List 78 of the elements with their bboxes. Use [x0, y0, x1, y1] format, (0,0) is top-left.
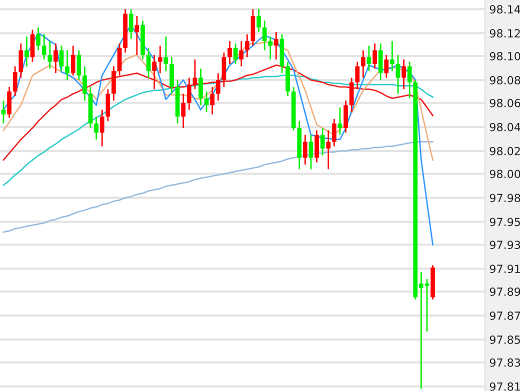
y-tick-label: 97.81 — [490, 382, 520, 391]
candlestick — [344, 100, 348, 134]
y-tick-label: 98.08 — [490, 76, 520, 84]
candlestick — [158, 45, 162, 74]
y-tick-label: 97.91 — [490, 264, 520, 274]
candlestick — [198, 68, 203, 106]
candlestick — [100, 109, 104, 148]
candlestick — [30, 29, 35, 62]
y-tick-label: 98.00 — [490, 170, 520, 178]
y-tick-label: 98.06 — [490, 98, 520, 108]
candlestick — [244, 34, 250, 58]
candlestick — [372, 42, 377, 70]
candlestick — [407, 61, 412, 100]
candlestick — [239, 40, 244, 68]
candlestick — [54, 42, 58, 74]
candlestick — [192, 58, 198, 90]
candlestick — [42, 34, 46, 60]
candlestick — [7, 86, 12, 118]
candlestick — [59, 45, 64, 72]
y-tick-label: 97.87 — [490, 312, 520, 320]
candlestick — [228, 40, 232, 65]
y-tick-label: 97.95 — [490, 218, 520, 226]
candlestick — [82, 66, 87, 102]
candlestick — [314, 130, 319, 164]
candlestick — [349, 77, 354, 113]
candlestick — [152, 54, 156, 90]
candlestick — [256, 8, 261, 33]
candlestick — [12, 66, 18, 97]
candlestick — [402, 58, 406, 90]
candlestick — [24, 36, 29, 68]
candlestick — [186, 77, 192, 110]
candlestick — [222, 52, 226, 88]
candlestick — [76, 50, 82, 81]
candlestick — [1, 100, 6, 124]
candlestick — [262, 20, 267, 51]
candlestick — [210, 86, 215, 116]
candlestick — [268, 36, 273, 60]
y-tick-label: 97.83 — [490, 358, 520, 367]
y-tick-label: 97.93 — [490, 240, 520, 250]
y-tick-label: 97.85 — [490, 336, 520, 344]
candlestick — [216, 72, 220, 102]
candlestick — [112, 66, 116, 102]
candlestick — [320, 127, 325, 156]
candlestick — [338, 106, 342, 136]
candlestick — [378, 42, 383, 81]
candlestick — [70, 45, 76, 76]
candlestick — [146, 47, 151, 78]
candlestick — [396, 54, 400, 94]
candlestick — [326, 130, 331, 170]
candlestick — [332, 118, 336, 148]
candlestick — [360, 50, 366, 78]
y-tick-label: 97.89 — [490, 288, 520, 296]
candlestick — [390, 40, 394, 72]
y-tick-label: 98.10 — [490, 52, 520, 60]
y-tick-label: 98.04 — [490, 122, 520, 132]
candlestick — [128, 8, 134, 40]
y-tick-label: 97.98 — [490, 194, 520, 202]
candlestick — [94, 116, 98, 140]
candlestick — [274, 31, 278, 60]
candlestick — [366, 45, 372, 72]
y-tick-label: 98.02 — [490, 146, 520, 156]
candlestick — [106, 88, 110, 122]
candlestick — [308, 134, 314, 170]
y-tick-label: 98.12 — [490, 29, 520, 38]
candlestick — [233, 42, 238, 65]
candlestick — [302, 134, 308, 166]
candlestick — [384, 54, 389, 78]
candlestick — [18, 42, 24, 78]
candlestick — [134, 15, 140, 56]
candlestick — [355, 61, 360, 90]
candlestick — [181, 93, 186, 129]
candlestick — [170, 56, 174, 94]
candlestick — [48, 40, 52, 70]
candlestick — [117, 42, 122, 76]
candlestick — [164, 36, 168, 72]
candlestick — [65, 50, 70, 81]
candlestick — [36, 26, 40, 51]
y-tick-label: 98.14 — [490, 5, 520, 14]
